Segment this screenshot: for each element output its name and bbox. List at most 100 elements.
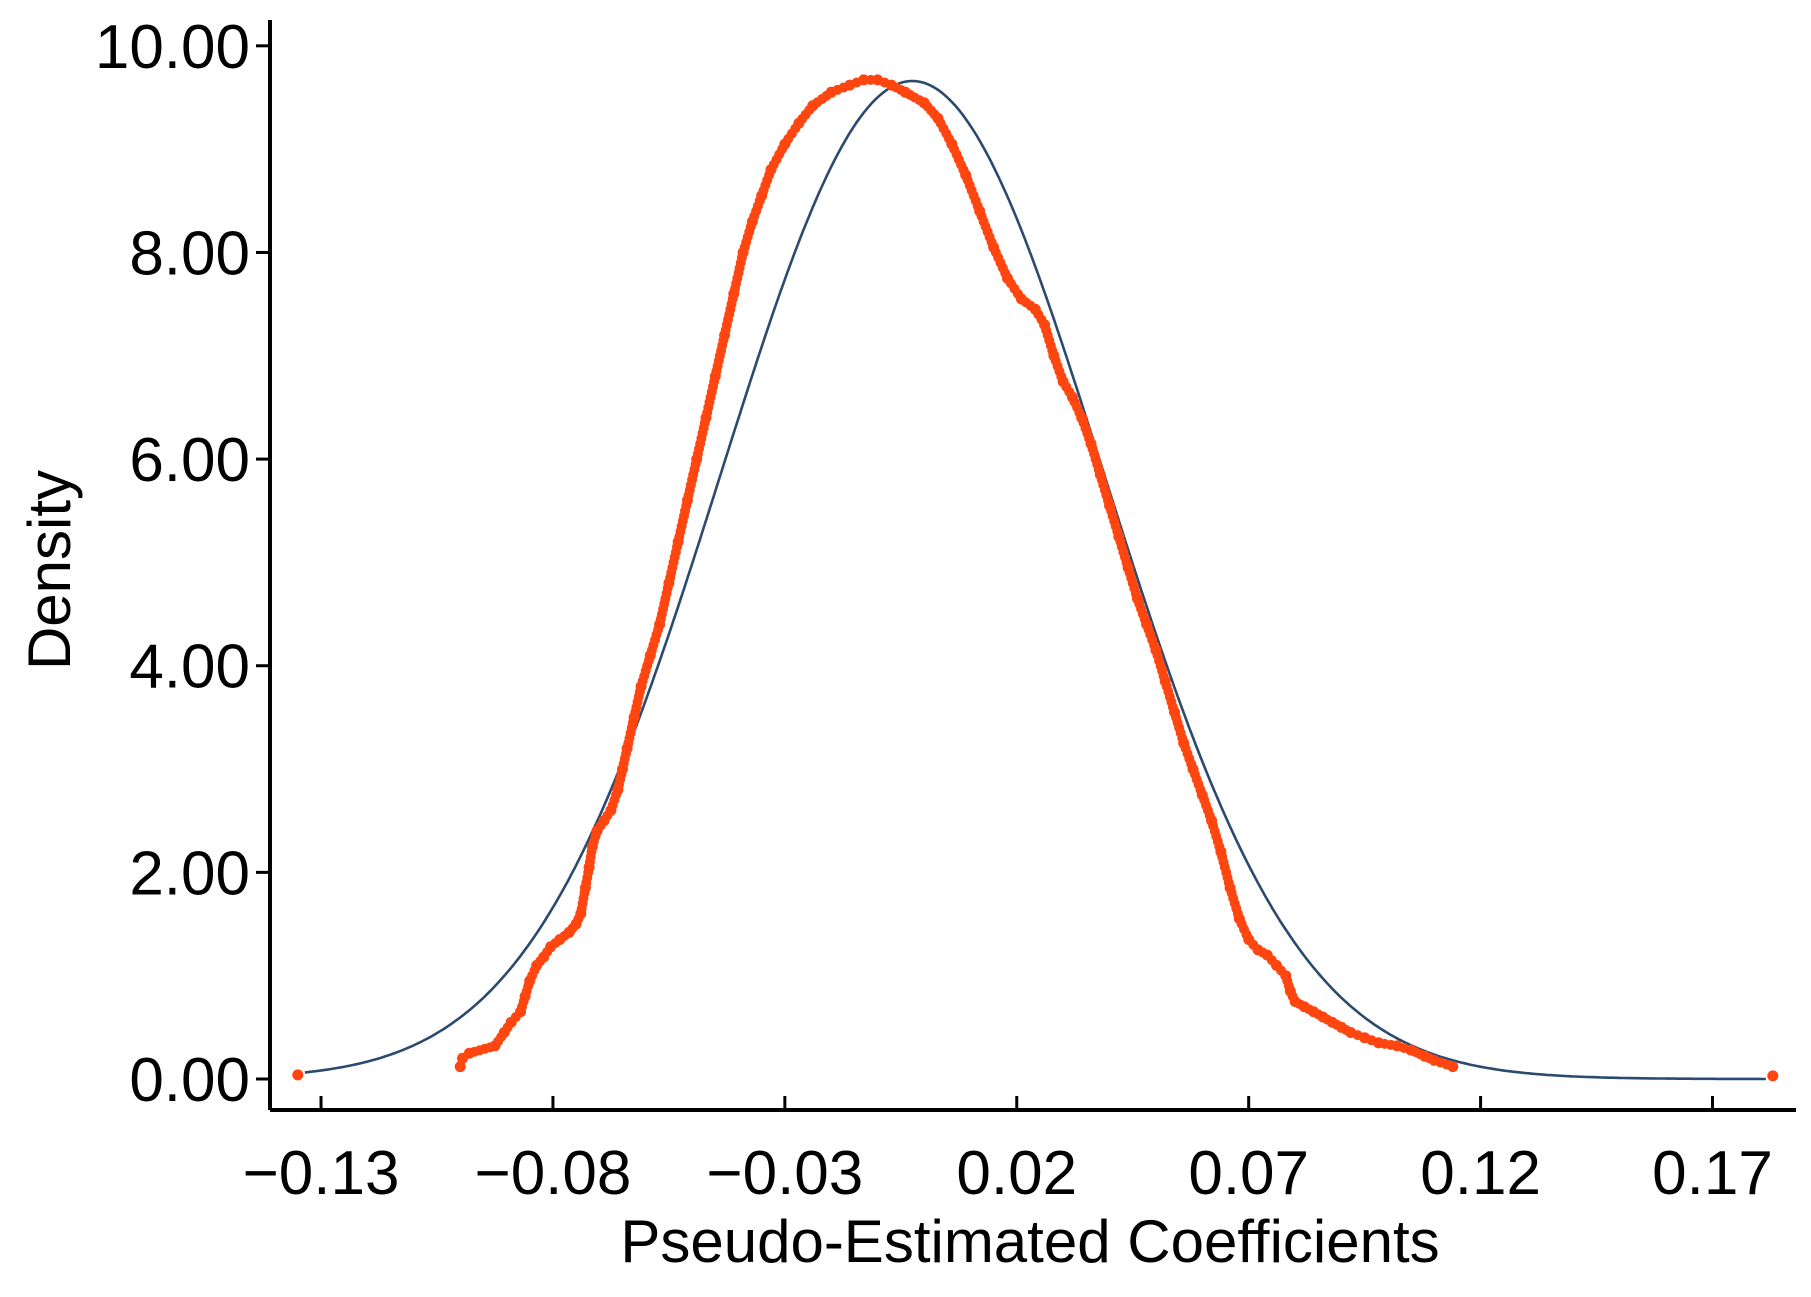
density-point-trace <box>851 77 862 88</box>
y-tick-label: 10.00 <box>95 13 250 82</box>
density-point-trace <box>1084 433 1095 444</box>
density-point-trace <box>1248 939 1259 950</box>
density-point-trace <box>653 624 664 635</box>
y-axis-ticks: 0.00 2.00 4.00 6.00 8.00 10.00 <box>95 13 270 1115</box>
density-point-trace <box>662 583 673 594</box>
density-point-trace <box>1385 1039 1396 1050</box>
density-point-trace <box>567 923 578 934</box>
density-point <box>1767 1070 1779 1082</box>
density-point-trace <box>1204 810 1215 821</box>
density-point-trace <box>583 867 594 878</box>
density-point-trace <box>602 810 613 821</box>
density-point-trace <box>1130 588 1141 599</box>
density-point-trace <box>523 981 534 991</box>
density-point-trace <box>672 541 682 552</box>
kernel-density-points <box>292 74 1779 1082</box>
density-point-trace <box>929 109 940 120</box>
density-point-trace <box>1276 965 1287 976</box>
density-point-trace <box>1257 947 1268 958</box>
density-point-trace <box>1283 981 1294 991</box>
density-point-trace <box>1341 1024 1352 1035</box>
density-point-trace <box>914 95 925 106</box>
density-point-trace <box>1287 991 1298 1002</box>
density-point-trace <box>1352 1030 1363 1041</box>
y-axis-title: Density <box>16 470 83 670</box>
x-tick-label: −0.08 <box>474 1139 631 1208</box>
density-point-trace <box>1025 300 1036 311</box>
y-tick-label: 2.00 <box>129 839 250 908</box>
density-point-trace <box>1415 1049 1426 1060</box>
density-point-trace <box>586 846 597 857</box>
density-point-trace <box>634 686 645 697</box>
density-point-trace <box>879 77 890 88</box>
density-point-trace <box>616 769 627 780</box>
density-point-trace <box>579 888 590 898</box>
density-point-trace <box>1064 386 1075 397</box>
density-point-trace <box>1074 407 1085 418</box>
density-point-trace <box>865 74 876 85</box>
density-point-trace <box>1366 1035 1377 1046</box>
density-point-trace <box>1266 955 1277 966</box>
density-point-trace <box>627 717 638 728</box>
x-tick-label: −0.13 <box>243 1139 400 1208</box>
density-point-trace <box>1223 877 1234 888</box>
density-point-trace <box>550 938 561 949</box>
density-point-trace <box>1093 464 1104 475</box>
density-point-trace <box>1000 268 1011 279</box>
density-point-trace <box>1149 640 1160 651</box>
density-point-trace <box>496 1032 507 1042</box>
density-point-trace <box>518 996 529 1007</box>
density-point-trace <box>754 195 765 206</box>
density-point-trace <box>958 164 969 175</box>
axes <box>268 20 1796 1112</box>
density-point-trace <box>1056 371 1067 382</box>
density-point-trace <box>838 82 849 93</box>
y-tick-label: 4.00 <box>129 633 250 702</box>
density-point-trace <box>895 84 906 95</box>
density-point-trace <box>804 105 815 116</box>
density-point-trace <box>1322 1014 1333 1025</box>
density-point-trace <box>621 748 631 759</box>
density-point-trace <box>1186 758 1197 769</box>
density-point-trace <box>590 831 601 842</box>
density-point-trace <box>1294 999 1305 1010</box>
density-point-trace <box>972 201 983 211</box>
density-point-trace <box>718 335 729 346</box>
density-point-trace <box>510 1012 521 1022</box>
density-point-trace <box>502 1022 513 1033</box>
density-point-trace <box>790 123 801 134</box>
density-point-trace <box>1121 557 1132 568</box>
density-point-trace <box>559 930 570 941</box>
density-point-trace <box>690 459 701 470</box>
density-point-trace <box>1331 1019 1342 1030</box>
density-point-trace <box>1399 1043 1410 1053</box>
density-point-trace <box>535 956 546 967</box>
x-tick-label: 0.07 <box>1188 1139 1309 1208</box>
density-point-trace <box>1195 784 1206 795</box>
density-point <box>454 1061 466 1073</box>
density-point-trace <box>1214 841 1225 852</box>
density-point-trace <box>573 913 584 924</box>
density-point-trace <box>745 221 756 232</box>
density-point-trace <box>1304 1004 1314 1015</box>
density-point-trace <box>1241 929 1252 940</box>
density-point-trace <box>1112 526 1123 537</box>
density-point-trace <box>643 655 654 666</box>
density-point-trace <box>1139 614 1150 625</box>
density-point-trace <box>611 789 622 800</box>
density-point-trace <box>699 417 710 428</box>
density-point-trace <box>944 133 954 144</box>
density-point-trace <box>1232 908 1243 919</box>
y-tick-label: 6.00 <box>129 426 250 495</box>
density-point-trace <box>1167 702 1178 713</box>
x-tick-label: 0.12 <box>1420 1139 1541 1208</box>
density-point-trace <box>542 946 553 957</box>
density-point-trace <box>529 965 540 976</box>
density-point-trace <box>1036 314 1047 325</box>
density-point-trace <box>1313 1009 1324 1020</box>
density-point-trace <box>1441 1059 1452 1070</box>
density-point-trace <box>681 500 692 511</box>
density-point-trace <box>777 144 788 155</box>
density-point-trace <box>1158 671 1169 682</box>
